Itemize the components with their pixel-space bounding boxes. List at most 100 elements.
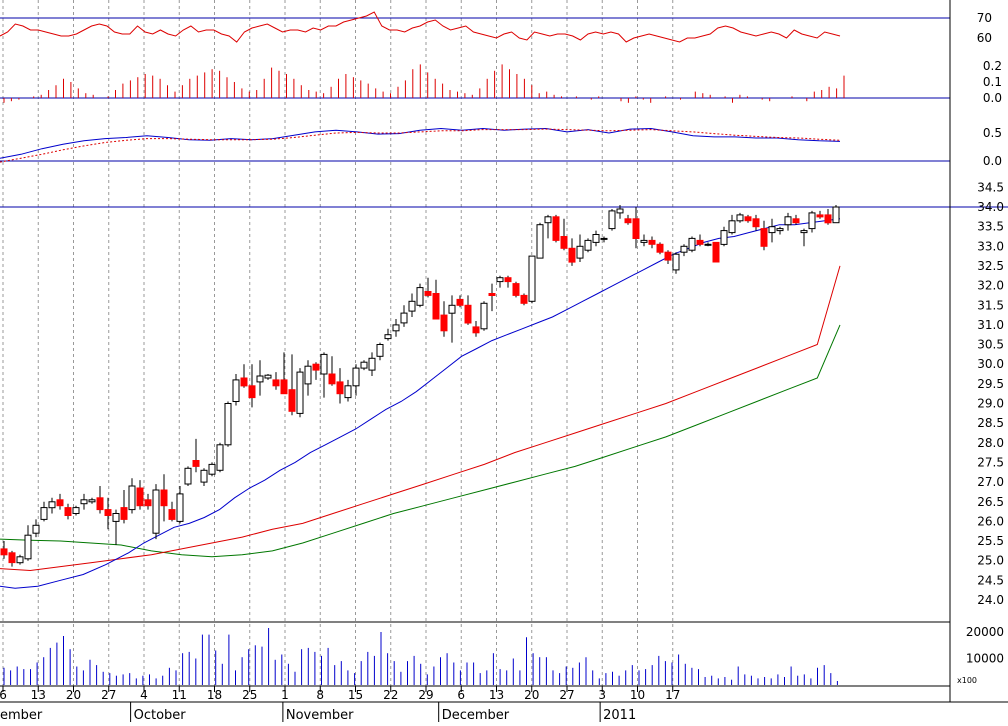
oscillator-tick-label: 60	[977, 31, 992, 45]
x-tick-label: 27	[559, 688, 574, 702]
candle-up	[376, 344, 384, 357]
candle-up	[208, 463, 216, 475]
moving-average-long	[0, 324, 841, 558]
moving-average-mid	[0, 265, 841, 572]
candle-up	[688, 237, 696, 251]
month-label: 2011	[603, 708, 636, 722]
price-tick-label: 33.0	[977, 239, 1004, 253]
candle-down	[664, 251, 672, 261]
candle-up	[408, 300, 416, 312]
candle-up	[40, 507, 48, 520]
price-tick-label: 24.0	[977, 593, 1004, 607]
candle-up	[256, 375, 264, 383]
price-tick-label: 32.0	[977, 279, 1004, 293]
candle-up	[768, 226, 776, 234]
oscillator-panel	[0, 11, 950, 43]
candle-down	[440, 314, 448, 332]
candle-down	[712, 241, 720, 263]
candle-down	[744, 216, 752, 222]
candle-down	[504, 277, 512, 283]
candle-up	[736, 214, 744, 222]
candle-down	[656, 243, 664, 253]
candle-up	[384, 334, 392, 340]
x-tick-label: 6	[0, 688, 7, 702]
month-label: December	[442, 708, 510, 722]
price-tick-label: 33.5	[977, 220, 1004, 234]
candle-up	[48, 501, 56, 509]
oscillator-line	[0, 11, 841, 43]
candle-up	[672, 253, 680, 271]
candle-down	[248, 385, 256, 399]
price-tick-label: 34.5	[977, 180, 1004, 194]
candle-down	[824, 214, 832, 224]
candle-up	[392, 324, 400, 332]
volume-unit-label: x100	[957, 676, 977, 685]
candle-up	[608, 210, 616, 230]
histogram-tick-label: 0.0	[983, 91, 1002, 105]
x-tick-label: 20	[66, 688, 81, 702]
candle-up	[216, 444, 224, 471]
candle-up	[152, 489, 160, 534]
candle-down	[560, 236, 568, 249]
x-tick-label: 25	[242, 688, 257, 702]
candle-up	[360, 361, 368, 369]
x-tick-label: 15	[348, 688, 363, 702]
candle-down	[312, 363, 320, 371]
candle-up	[200, 469, 208, 483]
candle-down	[136, 487, 144, 507]
x-tick-label: 13	[31, 688, 46, 702]
candle-down	[424, 291, 432, 296]
candle-up	[176, 493, 184, 522]
x-tick-label: 13	[489, 688, 504, 702]
candle-up	[296, 371, 304, 414]
candle-up	[528, 255, 536, 302]
price-tick-label: 27.0	[977, 475, 1004, 489]
candle-down	[816, 214, 824, 218]
candle-down	[288, 389, 296, 412]
x-tick-label: 8	[316, 688, 324, 702]
price-tick-label: 24.5	[977, 573, 1004, 587]
candle-up	[184, 467, 192, 485]
candle-down	[280, 379, 288, 395]
x-tick-label: 18	[207, 688, 222, 702]
candle-up	[368, 357, 376, 371]
candle-up	[728, 220, 736, 234]
x-tick-label: 6	[457, 688, 465, 702]
candle-down	[568, 247, 576, 263]
candle-up	[832, 206, 840, 224]
candle-down	[168, 509, 176, 520]
candle-down	[696, 239, 704, 245]
candle-up	[88, 499, 96, 503]
candle-down	[792, 218, 800, 224]
candle-up	[72, 507, 80, 515]
candle-up	[544, 216, 552, 224]
candle-up	[344, 385, 352, 399]
candle-down	[488, 293, 496, 296]
x-tick-label: 3	[598, 688, 606, 702]
candle-down	[632, 218, 640, 240]
month-label: November	[286, 708, 354, 722]
price-tick-label: 25.0	[977, 554, 1004, 568]
candle-down	[328, 373, 336, 385]
price-tick-label: 29.0	[977, 397, 1004, 411]
candle-down	[456, 298, 464, 306]
price-tick-label: 28.0	[977, 436, 1004, 450]
candle-up	[496, 277, 504, 283]
month-label: ember	[0, 708, 43, 722]
price-tick-label: 27.5	[977, 455, 1004, 469]
x-tick-label: 22	[383, 688, 398, 702]
candle-down	[648, 239, 656, 245]
candle-up	[776, 228, 784, 232]
candle-up	[128, 485, 136, 511]
candle-down	[192, 460, 200, 467]
candle-down	[760, 228, 768, 247]
volume-tick-label: 10000	[966, 652, 1004, 666]
x-tick-label: 10	[630, 688, 645, 702]
candle-down	[144, 499, 152, 507]
price-tick-label: 26.5	[977, 495, 1004, 509]
oscillator-tick-label: 70	[977, 11, 992, 25]
candle-down	[120, 507, 128, 520]
